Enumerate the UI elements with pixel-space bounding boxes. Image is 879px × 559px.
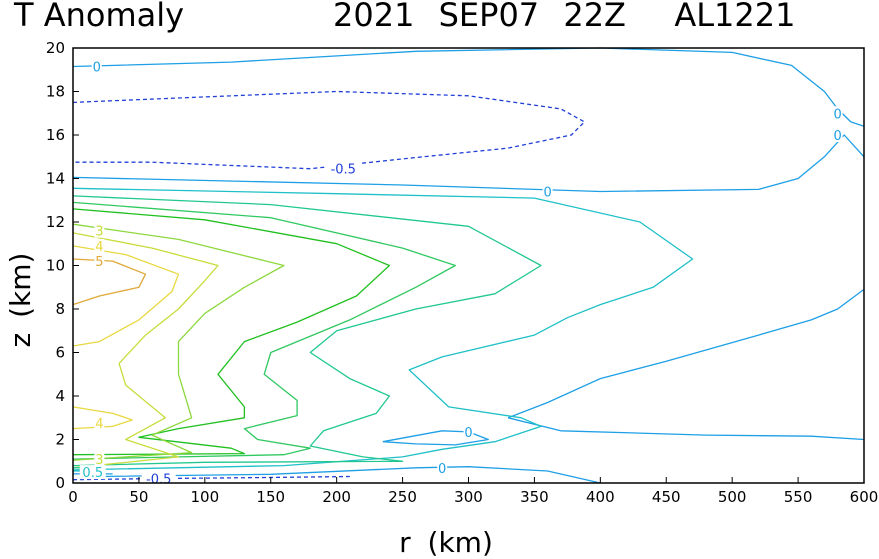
contour-line-4 bbox=[72, 245, 180, 347]
contour-line-0 bbox=[72, 47, 865, 127]
contour-label: 0.5 bbox=[82, 466, 103, 481]
x-axis-title: r (km) bbox=[399, 526, 493, 559]
contour-line-2p5 bbox=[72, 223, 285, 461]
x-tick-label: 250 bbox=[388, 488, 417, 506]
x-tick-label: 500 bbox=[718, 488, 747, 506]
contour-label-bg bbox=[94, 416, 105, 431]
contour-label-bg bbox=[437, 460, 448, 475]
x-tick-label: 200 bbox=[322, 488, 351, 506]
x-axis: 0 50 100 150 200 250 300 350 400 450 500 550 600 bbox=[68, 477, 878, 506]
contour-label: 0 bbox=[833, 129, 841, 144]
x-tick-label: 0 bbox=[68, 488, 78, 506]
y-tick-label: 14 bbox=[46, 170, 65, 188]
y-tick-label: 10 bbox=[46, 257, 65, 275]
contour-line-neg0p5 bbox=[72, 475, 350, 481]
contour-label-bg bbox=[141, 471, 176, 486]
contour-label-bg bbox=[94, 223, 105, 238]
contour-line-1 bbox=[72, 195, 542, 467]
contour-label-bg bbox=[542, 184, 553, 199]
y-tick-label: 2 bbox=[55, 431, 65, 449]
contour-label-bg bbox=[326, 161, 361, 176]
contour-label-bg bbox=[94, 254, 105, 269]
x-tick-label: 300 bbox=[454, 488, 483, 506]
x-tick-label: 350 bbox=[520, 488, 549, 506]
y-tick-label: 18 bbox=[46, 83, 65, 101]
contour-label: 0 bbox=[543, 186, 551, 201]
contour-label: 0 bbox=[833, 107, 841, 122]
contour-label: 3 bbox=[95, 453, 103, 468]
contour-label: 4 bbox=[95, 240, 103, 255]
contour-label-bg bbox=[832, 106, 843, 121]
contour-label: 5 bbox=[95, 255, 103, 270]
contour-line-neg0p5 bbox=[72, 90, 586, 170]
contour-label-bg bbox=[79, 465, 106, 480]
x-tick-label: 450 bbox=[652, 488, 681, 506]
y-tick-label: 12 bbox=[46, 213, 65, 231]
x-tick-label: 100 bbox=[191, 488, 220, 506]
contour-line-0p5 bbox=[72, 187, 694, 471]
contour-label-bg bbox=[463, 424, 474, 439]
x-tick-label: 400 bbox=[586, 488, 615, 506]
contour-label: 0 bbox=[93, 60, 101, 75]
contour-line-1p5 bbox=[72, 201, 456, 460]
x-tick-label: 150 bbox=[256, 488, 285, 506]
chart-title-datetime-storm: 2021 SEP07 22Z AL1221 bbox=[333, 0, 796, 34]
contour-line-3 bbox=[72, 232, 219, 469]
x-tick-label: 50 bbox=[129, 488, 148, 506]
y-tick-label: 4 bbox=[55, 387, 65, 405]
contour-lines bbox=[72, 47, 865, 484]
contour-label: -0.5 bbox=[146, 473, 171, 488]
y-axis-title: z (km) bbox=[4, 253, 37, 348]
contour-label: 3 bbox=[95, 225, 103, 240]
contour-label-bg bbox=[94, 452, 105, 467]
contour-line-5 bbox=[72, 258, 147, 306]
y-axis: 0 2 4 6 8 10 12 14 16 18 20 bbox=[46, 39, 79, 492]
contour-label-bg bbox=[832, 128, 843, 142]
y-tick-label: 8 bbox=[55, 300, 65, 318]
contour-label-bg bbox=[91, 59, 102, 74]
x-tick-label: 600 bbox=[850, 488, 879, 506]
contour-line-0 bbox=[507, 417, 865, 441]
y-tick-label: 0 bbox=[55, 474, 65, 492]
x-tick-label: 550 bbox=[784, 488, 813, 506]
contour-label: 0 bbox=[438, 462, 446, 477]
y-tick-label: 16 bbox=[46, 126, 65, 144]
contour-label: -0.5 bbox=[331, 163, 356, 178]
contour-line-2 bbox=[72, 208, 391, 456]
contour-label: 0 bbox=[464, 426, 472, 441]
y-tick-label: 20 bbox=[46, 39, 65, 57]
contour-label-bg bbox=[94, 238, 105, 253]
contour-line-0 bbox=[382, 430, 489, 446]
chart-title-variable: T Anomaly bbox=[14, 0, 185, 34]
y-tick-label: 6 bbox=[55, 344, 65, 362]
contour-line-0 bbox=[507, 288, 865, 419]
contour-label: 4 bbox=[95, 417, 103, 432]
contour-line-0 bbox=[72, 134, 865, 193]
